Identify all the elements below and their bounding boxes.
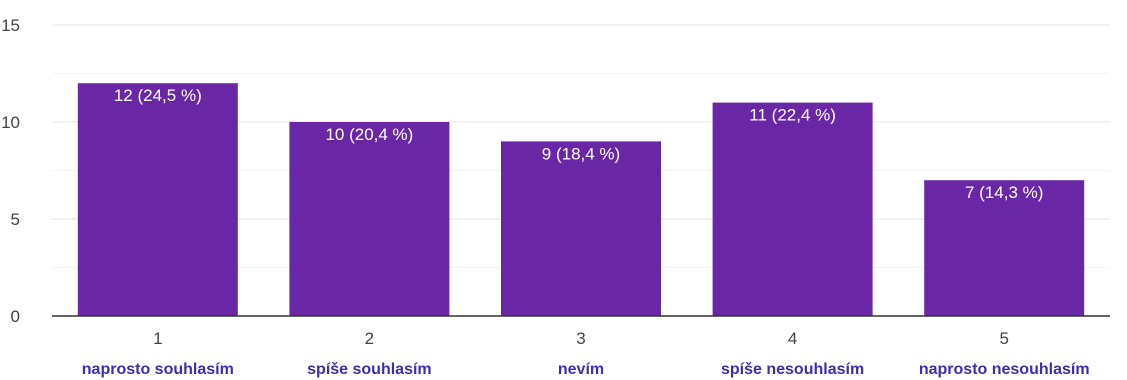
x-tick-label: 2 <box>365 329 374 348</box>
category-description: spíše souhlasím <box>307 361 432 378</box>
y-tick-label: 5 <box>11 210 20 229</box>
category-description: spíše nesouhlasím <box>721 361 864 378</box>
category-description: nevím <box>558 361 604 378</box>
x-tick-label: 5 <box>999 329 1008 348</box>
bar <box>712 102 873 316</box>
x-tick-label: 4 <box>788 329 797 348</box>
x-tick-label: 3 <box>576 329 585 348</box>
y-tick-label: 10 <box>1 113 20 132</box>
bar <box>501 141 661 316</box>
bar <box>289 122 450 316</box>
x-tick-label: 1 <box>153 329 162 348</box>
bar-data-label: 9 (18,4 %) <box>542 144 620 163</box>
bar-data-label: 10 (20,4 %) <box>325 125 413 144</box>
bar <box>924 180 1085 316</box>
y-tick-label: 0 <box>11 307 20 326</box>
bar-data-label: 7 (14,3 %) <box>965 183 1043 202</box>
bar-data-label: 11 (22,4 %) <box>749 106 836 125</box>
category-description: naprosto nesouhlasím <box>919 361 1090 378</box>
category-description: naprosto souhlasím <box>82 361 234 378</box>
bar <box>77 83 238 316</box>
y-tick-label: 15 <box>1 16 20 35</box>
bar-data-label: 12 (24,5 %) <box>114 86 202 105</box>
